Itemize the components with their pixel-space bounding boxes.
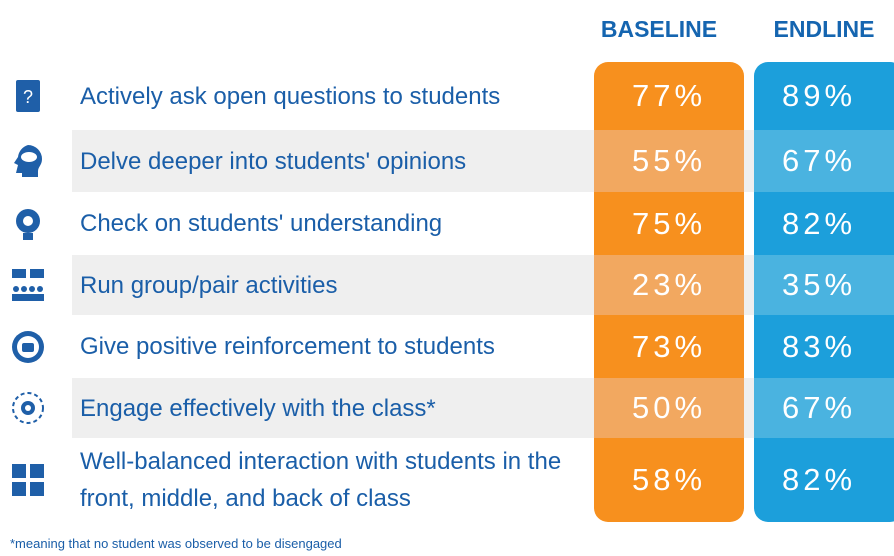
row-icon bbox=[12, 392, 44, 424]
endline-value: 67% bbox=[754, 130, 894, 192]
baseline-value: 73% bbox=[594, 315, 744, 378]
row-label: Check on students' understanding bbox=[80, 210, 443, 237]
endline-value: 82% bbox=[754, 192, 894, 255]
row-icon: ? bbox=[16, 80, 40, 112]
row-icon bbox=[14, 145, 42, 177]
row-label: Give positive reinforcement to students bbox=[80, 333, 495, 360]
svg-text:?: ? bbox=[23, 87, 33, 107]
baseline-value: 23% bbox=[594, 255, 744, 315]
baseline-value: 58% bbox=[594, 438, 744, 522]
endline-value: 67% bbox=[754, 378, 894, 438]
endline-value: 35% bbox=[754, 255, 894, 315]
row-icon bbox=[12, 330, 44, 363]
row-label: Engage effectively with the class* bbox=[80, 394, 436, 422]
baseline-value: 50% bbox=[594, 378, 744, 438]
endline-column: 89% 67% 82% 35% 83% 67% 82% bbox=[754, 62, 894, 522]
endline-header: ENDLINE bbox=[773, 16, 875, 42]
baseline-value: 77% bbox=[594, 62, 744, 130]
row-label: Run group/pair activities bbox=[80, 271, 338, 299]
baseline-column: 77% 55% 75% 23% 73% 50% 58% bbox=[594, 62, 744, 522]
row-label: Well-balanced interaction with students … bbox=[80, 448, 562, 512]
row-label: Actively ask open questions to students bbox=[80, 82, 501, 110]
footnote: *meaning that no student was observed to… bbox=[10, 536, 342, 551]
row-icon bbox=[12, 269, 44, 301]
row-icon bbox=[16, 208, 40, 240]
endline-value: 83% bbox=[754, 315, 894, 378]
row-label: Delve deeper into students' opinions bbox=[80, 147, 467, 175]
endline-value: 82% bbox=[754, 438, 894, 522]
baseline-header: BASELINE bbox=[600, 16, 718, 42]
baseline-value: 55% bbox=[594, 130, 744, 192]
row-icon bbox=[12, 464, 44, 496]
endline-value: 89% bbox=[754, 62, 894, 130]
baseline-value: 75% bbox=[594, 192, 744, 255]
